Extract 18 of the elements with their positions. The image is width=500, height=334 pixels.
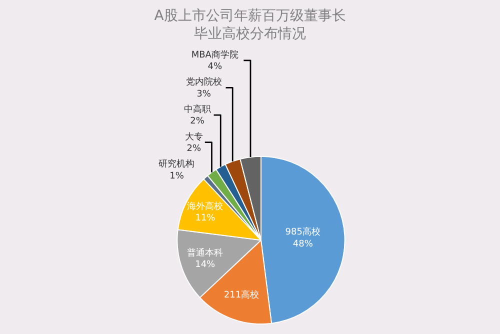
data-label: 14% xyxy=(195,260,216,270)
slice-label: 985高校 xyxy=(285,226,320,238)
slice-label: 普通本科 xyxy=(187,247,224,258)
data-label: 11% xyxy=(195,213,216,224)
slice-label: 中高职 xyxy=(184,104,211,116)
data-label: 2% xyxy=(190,116,205,127)
chart-title: A股上市公司年薪百万级董事长毕业高校分布情况 xyxy=(154,8,346,42)
slice-label: 党内院校 xyxy=(186,76,222,88)
slice-label: 211高校 xyxy=(224,289,260,300)
data-label: 2% xyxy=(186,144,202,154)
data-label: 1% xyxy=(170,171,184,182)
data-label: 48% xyxy=(292,239,314,250)
slice-label: 海外高校 xyxy=(187,200,224,212)
slice-label: 大专 xyxy=(184,131,203,142)
slice-label: 研究机构 xyxy=(158,158,195,170)
data-label: 3% xyxy=(196,89,212,100)
data-label: 4% xyxy=(208,62,222,72)
slice-label: MBA商学院 xyxy=(191,49,238,60)
